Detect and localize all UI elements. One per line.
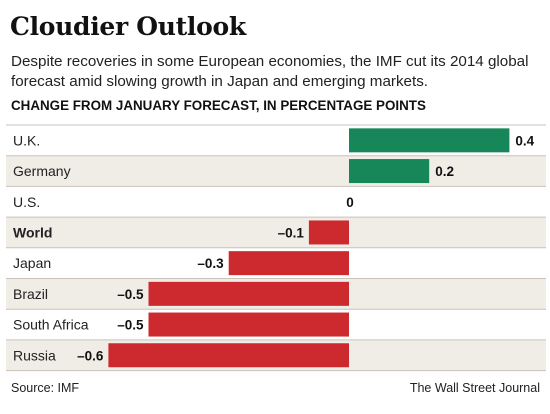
category-label: Japan [13, 255, 51, 271]
bar [349, 128, 510, 153]
chart-subtitle: Despite recoveries in some European econ… [11, 53, 529, 90]
source-note: Source: IMF [11, 381, 80, 395]
chart-title: Cloudier Outlook [10, 12, 246, 41]
row-band [6, 155, 546, 187]
value-label: –0.1 [278, 225, 305, 240]
row-band [6, 217, 546, 248]
category-label: U.K. [13, 132, 40, 148]
value-label: –0.5 [117, 287, 144, 302]
category-label: Brazil [13, 286, 48, 302]
bar [108, 343, 350, 368]
category-label: Germany [13, 163, 71, 179]
bar [308, 220, 349, 245]
value-label: –0.5 [117, 318, 144, 333]
value-label: 0 [346, 195, 354, 210]
value-label: 0.4 [515, 133, 534, 148]
value-label: –0.6 [77, 348, 104, 363]
value-label: –0.3 [197, 256, 224, 271]
category-label: World [13, 224, 52, 240]
bar [148, 312, 349, 337]
category-label: Russia [13, 347, 56, 363]
bar [228, 251, 349, 276]
axis-heading: CHANGE FROM JANUARY FORECAST, IN PERCENT… [11, 98, 426, 113]
category-label: South Africa [13, 317, 89, 333]
publisher-credit: The Wall Street Journal [409, 381, 540, 395]
bar [349, 159, 430, 184]
value-label: 0.2 [435, 164, 454, 179]
bar [148, 281, 349, 306]
category-label: U.S. [13, 194, 40, 210]
